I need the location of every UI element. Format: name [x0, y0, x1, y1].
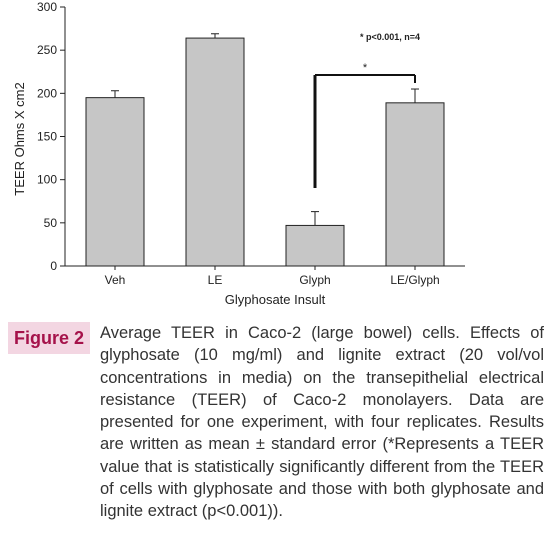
- y-tick-label: 300: [37, 0, 57, 14]
- significance-note: * p<0.001, n=4: [360, 32, 420, 42]
- x-tick-label: LE: [208, 273, 223, 287]
- bar: [385, 102, 445, 267]
- figure-label: Figure 2: [8, 322, 90, 354]
- y-axis-label: TEER Ohms X cm2: [12, 82, 27, 195]
- figure-caption: Figure 2 Average TEER in Caco-2 (large b…: [8, 322, 548, 527]
- x-tick-label: Veh: [105, 273, 126, 287]
- significance-marker: *: [363, 62, 368, 74]
- y-tick-label: 150: [37, 130, 57, 144]
- y-tick-label: 50: [44, 216, 58, 230]
- y-tick-label: 200: [37, 86, 57, 100]
- y-tick-label: 100: [37, 173, 57, 187]
- x-axis-label: Glyphosate Insult: [225, 292, 326, 307]
- x-tick-label: Glyph: [299, 273, 330, 287]
- y-tick-label: 0: [50, 259, 57, 273]
- y-tick-label: 250: [37, 43, 57, 57]
- bar: [185, 37, 245, 267]
- bar: [285, 224, 345, 267]
- x-tick-label: LE/Glyph: [390, 273, 439, 287]
- caption-text: Average TEER in Caco-2 (large bowel) cel…: [100, 324, 544, 521]
- bar: [85, 97, 145, 267]
- teer-bar-chart: 0 50 100 150 200 250 300 Veh LE Glyph LE/Glyph * TE…: [12, 0, 465, 307]
- plot-area: 0 50 100 150 200 250 300 Veh LE Glyph LE/Glyph *: [37, 0, 465, 287]
